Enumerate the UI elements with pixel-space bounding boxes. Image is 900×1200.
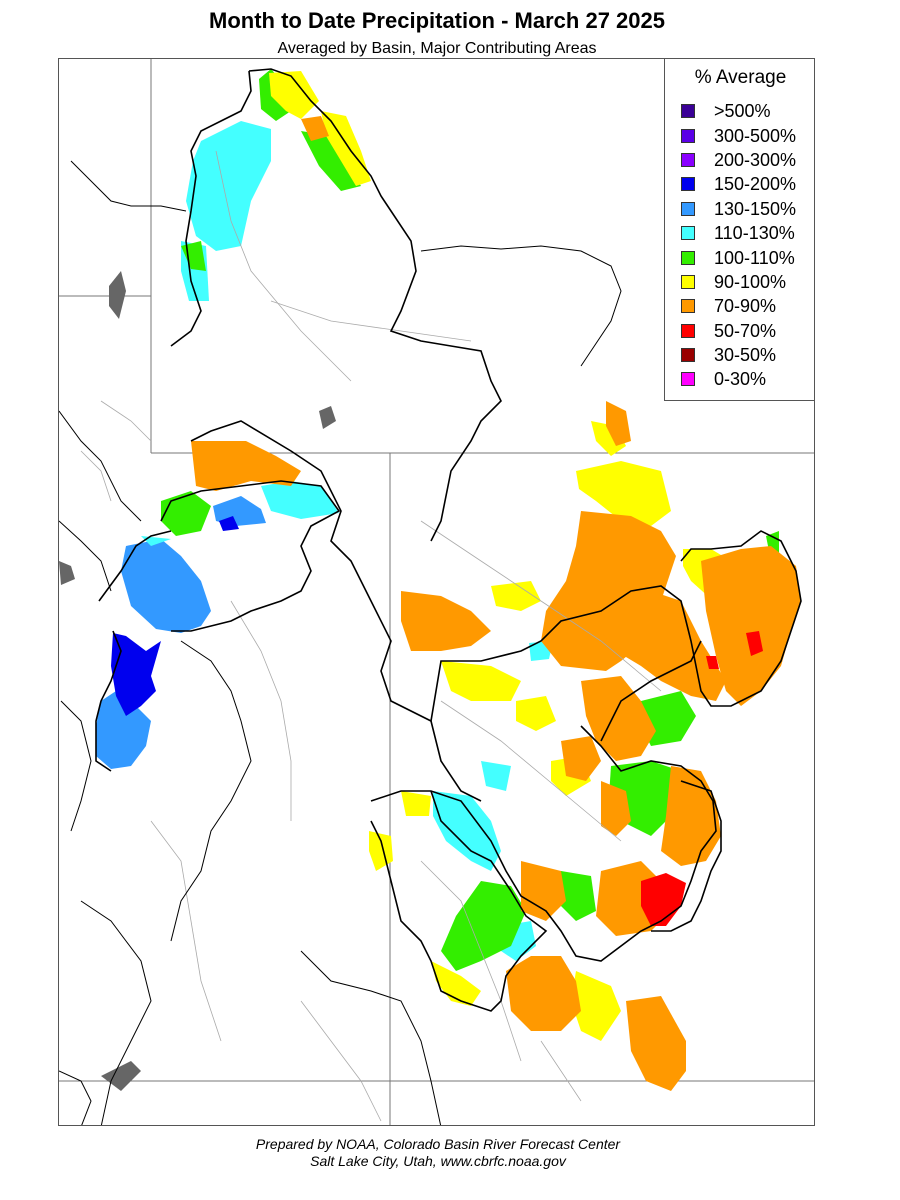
legend-item: 200-300% bbox=[681, 148, 796, 172]
legend-item: 50-70% bbox=[681, 319, 796, 343]
credits-footer: Prepared by NOAA, Colorado Basin River F… bbox=[0, 1136, 876, 1170]
legend-label: >500% bbox=[714, 101, 771, 122]
precip-fill-130-150 bbox=[96, 496, 266, 769]
legend-item: 70-90% bbox=[681, 294, 796, 318]
legend-item: 110-130% bbox=[681, 221, 796, 245]
legend-label: 130-150% bbox=[714, 198, 797, 219]
legend-label: 200-300% bbox=[714, 149, 797, 170]
precip-fill-110-130 bbox=[141, 121, 553, 961]
basin-boundaries bbox=[95, 68, 802, 1012]
legend-item: 30-50% bbox=[681, 343, 796, 367]
legend-swatch bbox=[681, 372, 695, 387]
legend-swatch bbox=[681, 152, 695, 167]
legend: % Average >500% 300-500% 200-300% 150-200% 1… bbox=[664, 58, 815, 401]
legend-swatch bbox=[681, 201, 695, 216]
legend-swatch bbox=[681, 348, 695, 363]
legend-label: 110-130% bbox=[714, 223, 795, 244]
legend-label: 30-50% bbox=[714, 345, 777, 366]
legend-swatch bbox=[681, 250, 695, 265]
legend-swatch bbox=[681, 299, 695, 314]
legend-label: 0-30% bbox=[714, 369, 767, 390]
legend-swatch bbox=[681, 323, 695, 338]
precip-fill-70-90 bbox=[191, 116, 801, 1091]
credits-line-1: Prepared by NOAA, Colorado Basin River F… bbox=[255, 1136, 621, 1152]
legend-item: 90-100% bbox=[681, 270, 796, 294]
outer-boundaries bbox=[59, 160, 622, 1125]
map-subtitle: Averaged by Basin, Major Contributing Ar… bbox=[277, 40, 597, 57]
legend-swatch bbox=[681, 128, 695, 143]
legend-swatch bbox=[681, 226, 695, 241]
legend-label: 100-110% bbox=[714, 247, 795, 268]
legend-swatch bbox=[681, 104, 695, 119]
legend-items: >500% 300-500% 200-300% 150-200% 130-150% 110… bbox=[681, 99, 796, 392]
rivers bbox=[80, 150, 662, 1122]
precip-fill-50-70 bbox=[641, 631, 763, 926]
legend-label: 70-90% bbox=[714, 296, 777, 317]
map-title: Month to Date Precipitation - March 27 2… bbox=[209, 8, 665, 33]
precip-fill-150-200 bbox=[111, 516, 239, 716]
credits-line-2: Salt Lake City, Utah, www.cbrfc.noaa.gov bbox=[310, 1153, 566, 1169]
legend-item: 150-200% bbox=[681, 172, 796, 196]
legend-title: % Average bbox=[694, 67, 787, 88]
legend-label: 300-500% bbox=[714, 125, 797, 146]
legend-swatch bbox=[681, 274, 695, 289]
legend-label: 50-70% bbox=[714, 320, 777, 341]
legend-item: >500% bbox=[681, 99, 796, 123]
legend-item: 300-500% bbox=[681, 123, 796, 147]
legend-label: 90-100% bbox=[714, 271, 787, 292]
legend-item: 130-150% bbox=[681, 197, 796, 221]
legend-item: 100-110% bbox=[681, 245, 796, 269]
legend-swatch bbox=[681, 177, 695, 192]
legend-item: 0-30% bbox=[681, 367, 796, 391]
legend-label: 150-200% bbox=[714, 174, 797, 195]
